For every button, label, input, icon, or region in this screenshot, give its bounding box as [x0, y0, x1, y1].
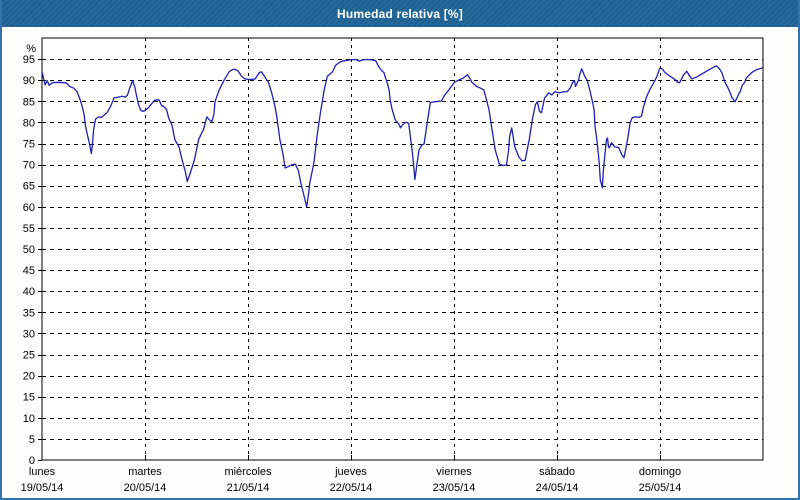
y-axis-tick-label: 45	[23, 265, 35, 277]
y-axis-tick-label: 95	[23, 54, 35, 66]
x-axis-date-label: 25/05/14	[639, 482, 682, 494]
y-axis-tick-label: 60	[23, 202, 35, 214]
y-axis-tick-label: 75	[23, 139, 35, 151]
x-axis-day-label: miércoles	[224, 466, 272, 478]
x-axis-date-label: 21/05/14	[227, 482, 270, 494]
y-axis-tick-label: 20	[23, 371, 35, 383]
y-axis-tick-label: 50	[23, 244, 35, 256]
x-axis-day-label: sábado	[539, 466, 575, 478]
y-axis-tick-label: 5	[29, 434, 35, 446]
window-titlebar: Humedad relativa [%]	[2, 0, 798, 27]
humidity-series-line	[41, 58, 763, 208]
x-axis-day-label: viernes	[436, 466, 472, 478]
y-axis-tick-label: 0	[29, 455, 35, 467]
x-axis-day-label: lunes	[29, 466, 56, 478]
y-axis-tick-label: 90	[23, 75, 35, 87]
x-axis-date-label: 22/05/14	[330, 482, 373, 494]
y-axis-tick-label: 85	[23, 96, 35, 108]
y-axis-tick-label: 10	[23, 413, 35, 425]
x-axis-date-label: 20/05/14	[124, 482, 167, 494]
y-axis-tick-label: 80	[23, 117, 35, 129]
x-axis-day-label: domingo	[639, 466, 681, 478]
x-axis-date-label: 19/05/14	[21, 482, 64, 494]
y-axis-tick-label: 55	[23, 223, 35, 235]
x-axis-date-label: 24/05/14	[536, 482, 579, 494]
y-axis-tick-label: 15	[23, 392, 35, 404]
y-axis-tick-label: 65	[23, 181, 35, 193]
x-axis-date-label: 23/05/14	[433, 482, 476, 494]
y-axis-tick-label: 70	[23, 160, 35, 172]
y-axis-tick-label: 35	[23, 307, 35, 319]
y-axis-tick-label: 30	[23, 328, 35, 340]
y-axis-tick-label: 40	[23, 286, 35, 298]
x-axis-day-label: martes	[128, 466, 162, 478]
x-axis-day-label: jueves	[334, 466, 367, 478]
window-title: Humedad relativa [%]	[336, 6, 464, 21]
y-axis-tick-label: 25	[23, 350, 35, 362]
humidity-line-chart: 0 5 10 15 20 25 30 35 40 45 50 55 60 65 70 75 80 85 90 95% l…	[21, 37, 764, 494]
y-axis-unit-label: %	[26, 43, 36, 55]
